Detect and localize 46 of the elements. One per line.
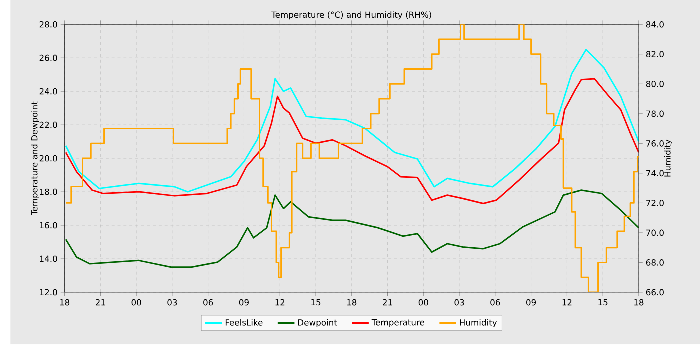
y-tick-label: 22.0 bbox=[40, 122, 58, 128]
y2-tick-label: 70.0 bbox=[646, 230, 664, 236]
x-tick-label: 18 bbox=[634, 300, 644, 306]
x-tick-label: 00 bbox=[132, 300, 142, 306]
x-tick-label: 21 bbox=[96, 300, 106, 306]
line-series bbox=[65, 190, 639, 268]
x-tick-label: 03 bbox=[168, 300, 178, 306]
y2-tick-label: 84.0 bbox=[646, 22, 664, 28]
y-tick-label: 18.0 bbox=[40, 189, 58, 196]
y-tick-label: 24.0 bbox=[40, 88, 58, 95]
x-tick-label: 18 bbox=[60, 300, 70, 306]
line-series bbox=[65, 49, 639, 193]
x-tick-label: 21 bbox=[383, 300, 392, 306]
legend-label: Dewpoint bbox=[298, 320, 338, 328]
y-tick-label: 28.0 bbox=[40, 22, 58, 28]
y2-tick-label: 76.0 bbox=[646, 140, 664, 147]
y-tick-label: 12.0 bbox=[40, 289, 58, 296]
legend-label: FeelsLike bbox=[226, 320, 263, 326]
y-axis-title: Temperature and Dewpoint bbox=[31, 102, 40, 216]
x-tick-label: 18 bbox=[347, 300, 357, 306]
y2-tick-label: 66.0 bbox=[646, 289, 664, 296]
legend-label: Temperature bbox=[372, 320, 424, 328]
y2-tick-label: 74.0 bbox=[646, 170, 664, 177]
x-tick-label: 03 bbox=[454, 300, 464, 306]
x-tick-label: 06 bbox=[490, 300, 500, 306]
x-tick-label: 12 bbox=[276, 300, 285, 306]
line-series bbox=[65, 78, 639, 205]
x-tick-label: 15 bbox=[312, 300, 321, 306]
x-tick-label: 15 bbox=[598, 300, 608, 306]
y2-tick-label: 80.0 bbox=[646, 81, 664, 88]
y-tick-label: 20.0 bbox=[40, 156, 58, 162]
y2-tick-label: 82.0 bbox=[646, 51, 664, 58]
x-tick-label: 09 bbox=[239, 300, 249, 306]
y-tick-label: 26.0 bbox=[40, 55, 58, 62]
x-tick-label: 00 bbox=[418, 300, 428, 306]
y-tick-label: 14.0 bbox=[40, 256, 58, 262]
y2-tick-label: 68.0 bbox=[646, 260, 664, 266]
x-tick-label: 09 bbox=[526, 300, 536, 306]
legend-label: Humidity bbox=[460, 320, 498, 328]
y-tick-label: 16.0 bbox=[40, 222, 58, 229]
y2-tick-label: 72.0 bbox=[646, 200, 664, 207]
chart-title: Temperature (°C) and Humidity (RH%) bbox=[272, 12, 432, 20]
x-tick-label: 06 bbox=[204, 300, 214, 306]
x-tick-label: 12 bbox=[562, 300, 572, 306]
y2-tick-label: 78.0 bbox=[646, 110, 664, 118]
y2-axis-title: Humidity bbox=[664, 140, 672, 177]
